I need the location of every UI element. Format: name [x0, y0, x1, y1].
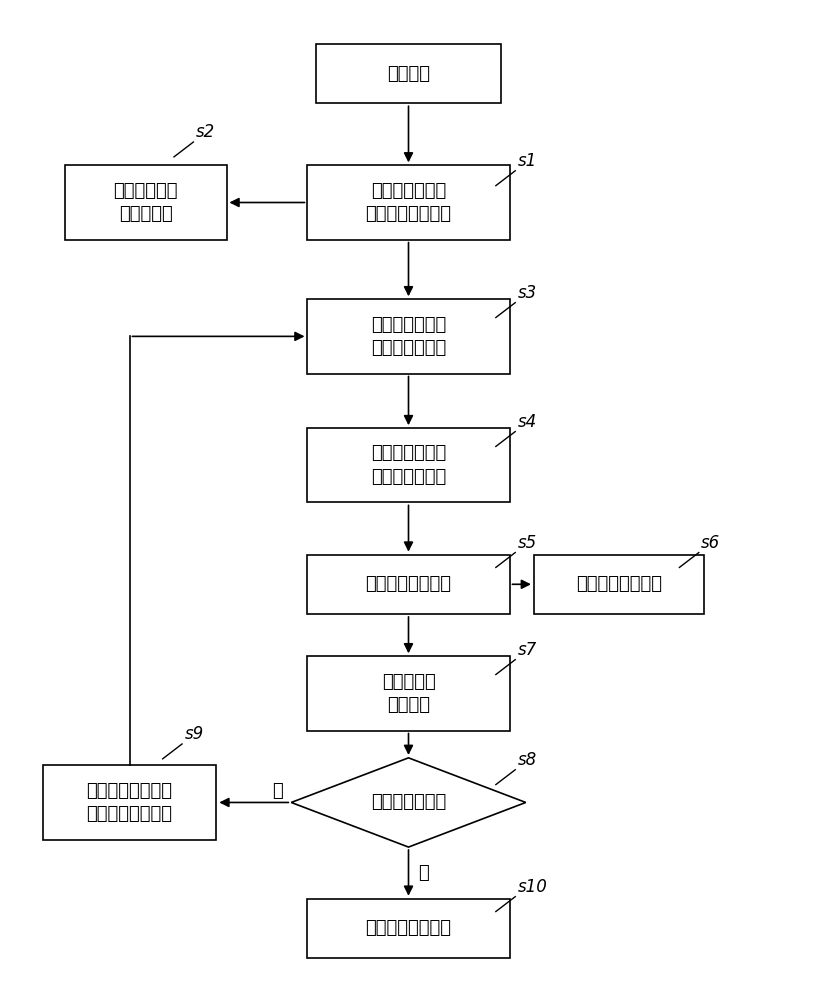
Text: 用污泥泵抽走污泥: 用污泥泵抽走污泥	[576, 575, 662, 593]
FancyBboxPatch shape	[534, 555, 703, 614]
Text: 检测是否是清水: 检测是否是清水	[371, 793, 446, 811]
Text: 在沉淀池沉淀污泥: 在沉淀池沉淀污泥	[365, 575, 452, 593]
Text: 将综合污水注入
格栅池分离颗粒物: 将综合污水注入 格栅池分离颗粒物	[365, 182, 452, 223]
FancyBboxPatch shape	[307, 555, 510, 614]
Text: s9: s9	[185, 725, 203, 743]
FancyBboxPatch shape	[315, 44, 502, 103]
Text: 在调节池中对污
水进行初步处理: 在调节池中对污 水进行初步处理	[371, 316, 446, 357]
Text: s7: s7	[518, 641, 537, 659]
FancyBboxPatch shape	[307, 656, 510, 731]
Polygon shape	[291, 758, 526, 847]
Text: s6: s6	[701, 534, 721, 552]
Text: s5: s5	[518, 534, 537, 552]
FancyBboxPatch shape	[307, 428, 510, 502]
Text: s3: s3	[518, 284, 537, 302]
Text: 将格栅网到的
颗粒物运走: 将格栅网到的 颗粒物运走	[114, 182, 178, 223]
Text: s4: s4	[518, 413, 537, 431]
FancyBboxPatch shape	[42, 765, 217, 840]
Text: 是: 是	[418, 864, 429, 882]
Text: s10: s10	[518, 878, 547, 896]
Text: 在氧化池对污染
物进行氧化处理: 在氧化池对污染 物进行氧化处理	[371, 444, 446, 486]
FancyBboxPatch shape	[65, 165, 226, 240]
Text: s2: s2	[196, 123, 215, 141]
Text: 否: 否	[272, 782, 283, 800]
FancyBboxPatch shape	[307, 899, 510, 958]
FancyBboxPatch shape	[307, 165, 510, 240]
Text: 回流泵将未完全处
理干净的污水回流: 回流泵将未完全处 理干净的污水回流	[87, 782, 172, 823]
Text: s1: s1	[518, 152, 537, 170]
Text: 综合污水: 综合污水	[387, 65, 430, 83]
Text: s8: s8	[518, 751, 537, 769]
Text: 将清水注入清水池: 将清水注入清水池	[365, 919, 452, 937]
Text: 由活性炭去
处污染物: 由活性炭去 处污染物	[382, 673, 435, 714]
FancyBboxPatch shape	[307, 299, 510, 374]
